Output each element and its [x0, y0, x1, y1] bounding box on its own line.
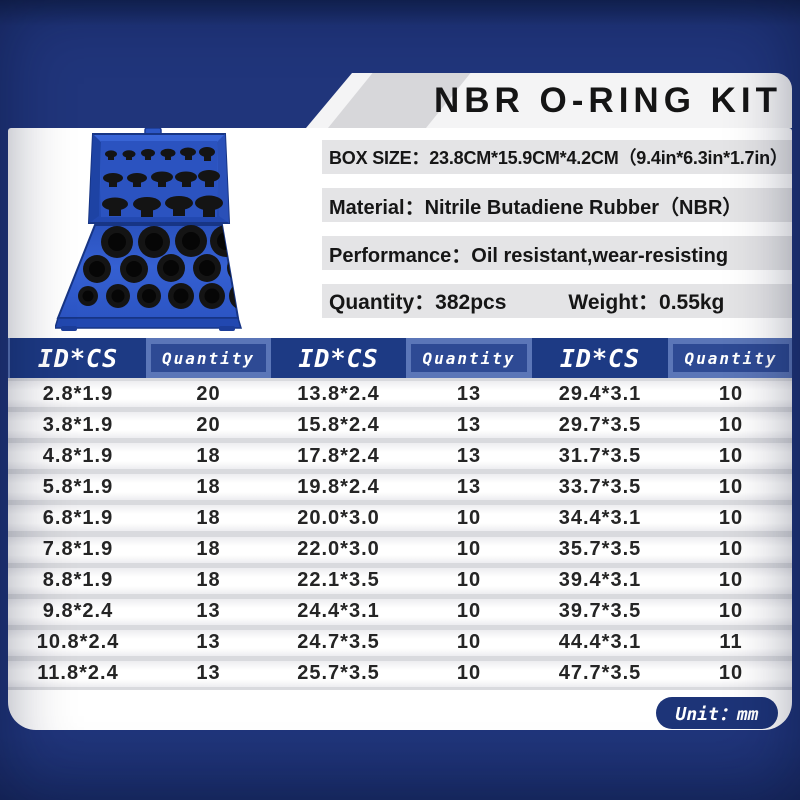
id-cs-cell: 22.0*3.0 [297, 538, 380, 561]
id-cs-cell: 2.8*1.9 [42, 382, 114, 405]
quantity-cell: 13 [456, 444, 482, 467]
quantity-cell: 10 [718, 662, 744, 685]
quantity-cell: 10 [718, 506, 744, 529]
quantity-cell: 18 [196, 506, 221, 529]
quantity-cell: 11 [719, 631, 743, 654]
quantity-cell: 13 [456, 413, 482, 436]
spec-box-size-text: BOX SIZE：23.8CM*15.9CM*4.2CM（9.4in*6.3in… [329, 148, 788, 168]
header-id-cs-2: ID*CS [271, 338, 406, 378]
id-cs-cell: 19.8*2.4 [297, 475, 380, 498]
id-cs-cell: 44.4*3.1 [558, 631, 642, 654]
quantity-cell: 18 [196, 475, 221, 498]
table-row: 2.8*1.9 20 13.8*2.4 13 29.4*3.1 10 [8, 381, 792, 407]
quantity-cell: 13 [196, 600, 221, 623]
id-cs-cell: 7.8*1.9 [42, 538, 114, 561]
table-row: 11.8*2.4 13 25.7*3.5 10 47.7*3.5 10 [8, 660, 792, 687]
spec-performance: Performance：Oil resistant,wear-resisting [322, 236, 792, 270]
quantity-cell: 20 [196, 382, 221, 405]
table-row: 9.8*2.4 13 24.4*3.1 10 39.7*3.5 10 [8, 598, 792, 625]
id-cs-cell: 11.8*2.4 [37, 662, 119, 685]
header-quantity-1: Quantity [151, 344, 266, 372]
quantity-cell: 10 [718, 444, 744, 467]
quantity-cell: 13 [196, 662, 221, 685]
id-cs-cell: 29.4*3.1 [558, 382, 642, 405]
spec-box-size: BOX SIZE：23.8CM*15.9CM*4.2CM（9.4in*6.3in… [322, 140, 792, 174]
id-cs-cell: 20.0*3.0 [297, 506, 380, 529]
table-row: 3.8*1.9 20 15.8*2.4 13 29.7*3.5 10 [8, 412, 792, 439]
unit-badge: Unit：mm [656, 697, 778, 729]
spec-material-text: Material：Nitrile Butadiene Rubber（NBR） [329, 196, 743, 219]
table-row: 6.8*1.9 18 20.0*3.0 10 34.4*3.1 10 [8, 505, 792, 532]
quantity-cell: 13 [456, 382, 482, 405]
id-cs-cell: 25.7*3.5 [297, 662, 380, 685]
table-row: 8.8*1.9 18 22.1*3.5 10 39.4*3.1 10 [8, 567, 792, 594]
spec-performance-text: Performance：Oil resistant,wear-resisting [329, 244, 729, 267]
title-banner: NBR O-RING KIT [306, 73, 792, 128]
id-cs-cell: 24.4*3.1 [297, 600, 380, 623]
quantity-cell: 10 [718, 538, 744, 561]
quantity-cell: 10 [456, 569, 482, 592]
id-cs-cell: 31.7*3.5 [558, 444, 642, 467]
product-photo-oring-case-icon [55, 128, 243, 331]
id-cs-cell: 33.7*3.5 [558, 475, 642, 498]
id-cs-cell: 47.7*3.5 [558, 662, 642, 685]
spec-quantity-weight: Quantity：382pcs Weight：0.55kg [322, 284, 792, 318]
table-row: 5.8*1.9 18 19.8*2.4 13 33.7*3.5 10 [8, 474, 792, 501]
quantity-cell: 10 [456, 662, 482, 685]
quantity-cell: 10 [718, 413, 744, 436]
quantity-cell: 10 [456, 600, 482, 623]
id-cs-cell: 39.7*3.5 [558, 600, 642, 623]
quantity-cell: 18 [196, 538, 221, 561]
header-quantity-2: Quantity [411, 344, 527, 372]
id-cs-cell: 10.8*2.4 [36, 631, 120, 654]
id-cs-cell: 13.8*2.4 [297, 382, 380, 405]
id-cs-cell: 34.4*3.1 [558, 506, 642, 529]
id-cs-cell: 4.8*1.9 [42, 444, 114, 467]
id-cs-cell: 3.8*1.9 [42, 413, 114, 436]
spec-quantity-text: Quantity：382pcs [329, 291, 507, 314]
header-quantity-3: Quantity [673, 344, 789, 372]
quantity-cell: 10 [718, 475, 744, 498]
quantity-cell: 10 [456, 538, 482, 561]
quantity-cell: 20 [196, 413, 221, 436]
quantity-cell: 10 [718, 600, 744, 623]
unit-badge-text: Unit：mm [675, 704, 759, 725]
quantity-cell: 10 [718, 382, 744, 405]
table-row: 4.8*1.9 18 17.8*2.4 13 31.7*3.5 10 [8, 443, 792, 470]
quantity-cell: 18 [196, 569, 221, 592]
id-cs-cell: 9.8*2.4 [42, 600, 114, 623]
id-cs-cell: 35.7*3.5 [558, 538, 642, 561]
quantity-cell: 13 [456, 475, 482, 498]
spec-material: Material：Nitrile Butadiene Rubber（NBR） [322, 188, 792, 222]
id-cs-cell: 29.7*3.5 [558, 413, 642, 436]
quantity-cell: 13 [196, 631, 221, 654]
page-title: NBR O-RING KIT [433, 80, 783, 120]
header-id-cs-3: ID*CS [532, 338, 668, 378]
quantity-cell: 10 [718, 569, 744, 592]
spec-table-body: 2.8*1.9 20 13.8*2.4 13 29.4*3.1 10 3.8*1.9 20 15… [8, 378, 792, 690]
quantity-cell: 10 [456, 631, 482, 654]
table-row: 7.8*1.9 18 22.0*3.0 10 35.7*3.5 10 [8, 536, 792, 563]
id-cs-cell: 8.8*1.9 [42, 569, 114, 592]
header-id-cs-1: ID*CS [10, 338, 146, 378]
spec-weight-text: Weight：0.55kg [568, 291, 725, 314]
id-cs-cell: 5.8*1.9 [42, 475, 114, 498]
id-cs-cell: 6.8*1.9 [42, 506, 114, 529]
id-cs-cell: 39.4*3.1 [558, 569, 642, 592]
quantity-cell: 10 [456, 506, 482, 529]
id-cs-cell: 17.8*2.4 [297, 444, 380, 467]
spec-table-header: ID*CS Quantity ID*CS Quantity ID*CS Quan… [8, 338, 792, 378]
quantity-cell: 18 [196, 444, 221, 467]
id-cs-cell: 15.8*2.4 [297, 413, 380, 436]
table-row: 10.8*2.4 13 24.7*3.5 10 44.4*3.1 11 [8, 629, 792, 656]
id-cs-cell: 24.7*3.5 [297, 631, 380, 654]
id-cs-cell: 22.1*3.5 [297, 569, 380, 592]
